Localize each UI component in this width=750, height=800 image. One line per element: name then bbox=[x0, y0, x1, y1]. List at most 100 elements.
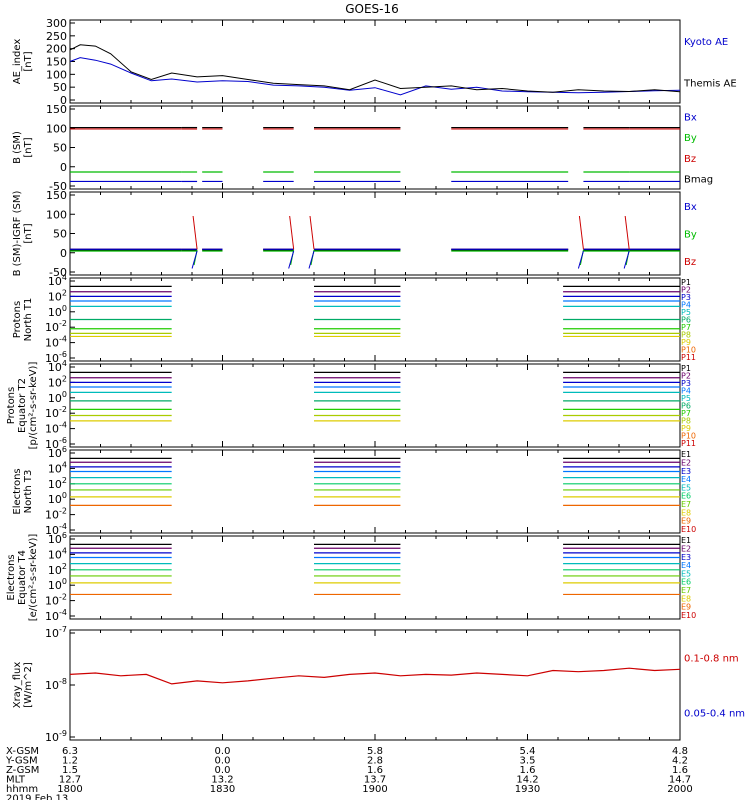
panel-frame bbox=[69, 191, 681, 276]
y-tick-label: 102 bbox=[48, 374, 67, 389]
y-tick-label: 102 bbox=[48, 562, 67, 577]
y-axis-label: B (SM)-IGRF (SM) bbox=[12, 191, 23, 277]
y-tick-label: 10-9 bbox=[45, 729, 67, 744]
channel-label: P11 bbox=[681, 353, 696, 362]
panel-frame bbox=[69, 105, 681, 190]
y-axis-label: [p/(cm²-s-sr-keV)] bbox=[28, 362, 39, 450]
channel-label: E10 bbox=[681, 525, 696, 534]
y-tick-label: 100 bbox=[48, 577, 67, 592]
channel-label: E10 bbox=[681, 611, 696, 620]
y-axis-label: Xray_flux bbox=[12, 662, 23, 709]
channel-label: E9 bbox=[681, 517, 691, 526]
y-tick-label: 100 bbox=[46, 208, 67, 221]
y-tick-label: 10-6 bbox=[45, 350, 67, 365]
y-axis-label: [W/m^2] bbox=[23, 662, 34, 708]
legend-label: Bz bbox=[684, 257, 696, 268]
ephemeris-value: 14.7 bbox=[669, 775, 691, 786]
ephemeris-value: 3.5 bbox=[520, 756, 536, 767]
channel-label: P7 bbox=[681, 323, 691, 332]
y-tick-label: 10-7 bbox=[45, 625, 67, 640]
legend-label: Kyoto AE bbox=[684, 37, 728, 48]
spike-line bbox=[192, 215, 198, 250]
channel-label: E5 bbox=[681, 569, 691, 578]
y-axis-label: Electrons bbox=[12, 468, 23, 514]
channel-label: P10 bbox=[681, 432, 696, 441]
y-tick-label: 102 bbox=[48, 288, 67, 303]
channel-label: P4 bbox=[681, 386, 691, 395]
legend-label: Bx bbox=[684, 112, 697, 123]
y-tick-label: 0 bbox=[60, 247, 67, 260]
legend-label: By bbox=[684, 230, 697, 241]
y-axis-label: North T1 bbox=[23, 298, 34, 342]
y-tick-label: 0 bbox=[60, 94, 67, 107]
y-tick-label: 150 bbox=[46, 56, 67, 69]
y-tick-label: -50 bbox=[49, 266, 67, 279]
legend-label: Bz bbox=[684, 154, 696, 165]
y-axis-label: Electrons bbox=[6, 554, 17, 600]
channel-label: P8 bbox=[681, 331, 691, 340]
ephemeris-value: 13.2 bbox=[211, 775, 233, 786]
legend-label: Bx bbox=[684, 202, 697, 213]
y-tick-label: 250 bbox=[46, 30, 67, 43]
ephemeris-value: 6.3 bbox=[62, 746, 78, 757]
y-tick-label: 104 bbox=[48, 460, 67, 475]
channel-label: E6 bbox=[681, 578, 691, 587]
y-axis-label: AE_index bbox=[12, 39, 23, 85]
channel-label: P8 bbox=[681, 417, 691, 426]
y-tick-label: 100 bbox=[48, 304, 67, 319]
legend-label: Bmag bbox=[684, 175, 713, 186]
y-axis-label: Equator T2 bbox=[17, 378, 28, 433]
channel-label: P4 bbox=[681, 300, 691, 309]
channel-label: E2 bbox=[681, 458, 691, 467]
y-axis-label: [e/(cm²-s-sr-keV)] bbox=[28, 534, 39, 622]
ephemeris-value: 1930 bbox=[515, 784, 540, 795]
spike-line bbox=[288, 250, 295, 269]
y-tick-label: 10-2 bbox=[45, 405, 67, 420]
panel-bsm: 150 100 50 0 -50 B (SM) [nT] Bx By Bz Bmag bbox=[12, 103, 713, 193]
y-tick-label: -50 bbox=[49, 180, 67, 193]
ephemeris-value: 1830 bbox=[210, 784, 235, 795]
y-axis-label: [nT] bbox=[23, 137, 34, 157]
channel-label: E5 bbox=[681, 483, 691, 492]
spike-line bbox=[624, 215, 630, 250]
y-axis-label: B (SM) bbox=[12, 131, 23, 164]
ephemeris-value: 2000 bbox=[667, 784, 692, 795]
y-tick-label: 50 bbox=[53, 81, 67, 94]
y-tick-label: 104 bbox=[48, 359, 67, 374]
ephemeris-value: 0.0 bbox=[215, 765, 231, 776]
y-axis-label: [nT] bbox=[23, 223, 34, 243]
channel-label: E4 bbox=[681, 475, 691, 484]
channel-label: P6 bbox=[681, 402, 691, 411]
ephemeris-value: 0.0 bbox=[215, 746, 231, 757]
channel-label: P2 bbox=[681, 285, 691, 294]
y-tick-label: 10-4 bbox=[45, 421, 67, 436]
y-tick-label: 10-8 bbox=[45, 677, 67, 692]
spike-line bbox=[577, 250, 584, 269]
channel-label: P9 bbox=[681, 424, 691, 433]
y-axis-label: Protons bbox=[12, 301, 23, 338]
ephemeris-value: 1.6 bbox=[367, 765, 383, 776]
channel-label: E8 bbox=[681, 594, 691, 603]
channel-label: P3 bbox=[681, 379, 691, 388]
y-tick-label: 106 bbox=[48, 445, 67, 460]
ephemeris-value: 13.7 bbox=[364, 775, 386, 786]
panel-frame bbox=[69, 363, 681, 448]
channel-label: P3 bbox=[681, 293, 691, 302]
y-tick-label: 10-4 bbox=[45, 608, 67, 623]
channel-label: E2 bbox=[681, 544, 691, 553]
channel-label: E7 bbox=[681, 500, 691, 509]
y-tick-label: 100 bbox=[48, 390, 67, 405]
channel-label: P7 bbox=[681, 409, 691, 418]
ephemeris-value: 5.8 bbox=[367, 746, 383, 757]
channel-label: E3 bbox=[681, 467, 691, 476]
spike-line bbox=[309, 215, 315, 250]
y-tick-label: 300 bbox=[46, 17, 67, 30]
ephemeris-row-label: MLT bbox=[6, 775, 26, 786]
legend-label: Themis AE bbox=[683, 78, 737, 89]
